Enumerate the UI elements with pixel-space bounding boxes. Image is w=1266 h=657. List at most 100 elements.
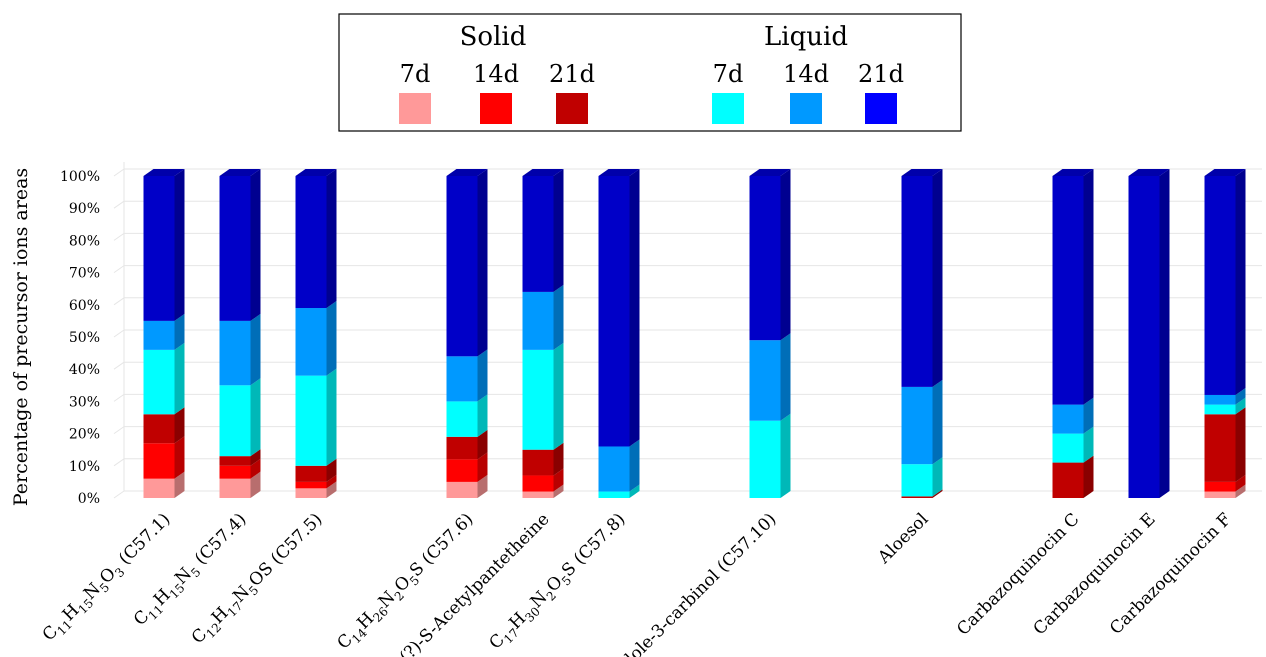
bar-segment xyxy=(446,176,478,357)
bar-segment-side xyxy=(1235,484,1246,498)
bar-segment-side xyxy=(1235,397,1246,415)
bar-segment-side xyxy=(1235,407,1246,482)
y-tick-label: 90% xyxy=(69,201,100,217)
bar-segment-side xyxy=(1235,169,1246,395)
legend-item-label: 21d xyxy=(549,60,595,88)
y-tick-label: 50% xyxy=(69,330,100,346)
bar-segment-side xyxy=(629,484,640,498)
bar-segment-side xyxy=(553,284,564,350)
bar-segment xyxy=(446,436,478,460)
legend-item-label: 14d xyxy=(473,60,519,88)
bar-segment xyxy=(522,291,554,350)
bar-segment xyxy=(522,176,554,292)
bar-stack xyxy=(1128,169,1170,498)
x-axis-labels: C11H15N5O3 (C57.1)C11H15N5 (C57.4)C12H17… xyxy=(39,509,1236,657)
bar-segment-side xyxy=(250,449,261,466)
bar-segment-side xyxy=(1083,426,1094,463)
bar-segment xyxy=(219,465,251,479)
bar-segment xyxy=(143,176,175,321)
bar-segment-side xyxy=(250,169,261,321)
legend: Solid 7d 14d 21d Liquid 7d 14d 21d xyxy=(338,13,962,132)
bar-segment xyxy=(901,464,933,497)
bar-segment xyxy=(295,375,327,466)
bars xyxy=(143,169,1246,498)
label-text: OS (C57.5) xyxy=(245,509,326,590)
legend-swatch xyxy=(480,93,512,124)
bar-top xyxy=(219,169,261,176)
y-tick-label: 70% xyxy=(69,266,100,282)
bar-top xyxy=(1052,169,1094,176)
bar-segment-side xyxy=(250,378,261,457)
bar-segment-side xyxy=(1083,169,1094,405)
bar-segment-side xyxy=(1235,387,1246,405)
y-tick-label: 60% xyxy=(69,298,100,314)
bar-top xyxy=(522,169,564,176)
gridline-depth xyxy=(113,297,125,306)
bar-segment-side xyxy=(477,474,488,498)
bar-segment-side xyxy=(780,333,791,421)
bar-segment xyxy=(1052,433,1084,463)
bar-segment-side xyxy=(1083,455,1094,498)
bar-top xyxy=(295,169,337,176)
bar-segment-side xyxy=(932,169,943,387)
bar-segment xyxy=(295,488,327,498)
bar-segment xyxy=(295,308,327,376)
label-text: Indole-3-carbinol (C57.10) xyxy=(605,509,780,657)
y-axis-title: Percentage of precursor ions areas xyxy=(10,168,32,506)
bar-segment-side xyxy=(477,169,488,357)
bar-segment xyxy=(143,349,175,415)
bar-segment xyxy=(522,349,554,450)
bar-top xyxy=(446,169,488,176)
gridline-depth xyxy=(113,393,125,402)
y-tick-label: 0% xyxy=(78,491,100,507)
legend-swatch xyxy=(556,93,588,124)
bar-segment xyxy=(446,356,478,402)
bar-segment xyxy=(901,176,933,387)
legend-swatch xyxy=(712,93,744,124)
label-text: S (C57.8) xyxy=(558,509,630,581)
bar-segment xyxy=(219,385,251,457)
bar-segment-side xyxy=(250,471,261,498)
bar-segment xyxy=(143,414,175,444)
bar-segment xyxy=(749,340,781,421)
bar-segment-side xyxy=(250,458,261,479)
bar-segment-side xyxy=(174,471,185,498)
x-category-label: C14H26N2O5S (C57.6) xyxy=(334,509,480,655)
bar-segment xyxy=(1128,176,1160,498)
bar-segment xyxy=(1052,176,1084,405)
bar-segment-side xyxy=(477,452,488,482)
bar-segment-side xyxy=(932,489,943,498)
x-category-label: Aloesol xyxy=(874,509,933,568)
gridline-depth xyxy=(113,168,125,177)
bar-top xyxy=(901,169,943,176)
bar-segment-side xyxy=(553,342,564,450)
legend-box xyxy=(338,13,962,132)
gridline-depth xyxy=(113,329,125,338)
bar-segment-side xyxy=(780,169,791,341)
bar-segment xyxy=(446,459,478,482)
x-category-label: Carbazoquinocin C xyxy=(953,509,1083,639)
y-axis: 0% 10% 20% 30% 40% 50% 60% 70% 80% 90% 100% Percent… xyxy=(10,168,100,507)
bar-segment-side xyxy=(1235,474,1246,492)
x-category-label: C12H17N5OS (C57.5) xyxy=(188,509,329,650)
bar-segment xyxy=(1052,404,1084,434)
bar-segment xyxy=(1052,462,1084,498)
bar-top xyxy=(143,169,185,176)
bar-segment-side xyxy=(477,349,488,402)
bar-segment xyxy=(143,478,175,498)
bar-segment xyxy=(295,465,327,482)
label-text: S (C57.6) xyxy=(406,509,478,581)
bar-stack xyxy=(446,169,488,498)
bar-segment-side xyxy=(780,413,791,498)
bar-segment-side xyxy=(326,458,337,482)
bar-segment-side xyxy=(553,442,564,476)
legend-swatch xyxy=(865,93,897,124)
bar-segment-side xyxy=(932,457,943,497)
legend-item-label: 7d xyxy=(713,60,744,88)
bar-top xyxy=(1204,169,1246,176)
bar-segment-side xyxy=(174,342,185,415)
bar-stack xyxy=(143,169,185,498)
bar-segment xyxy=(749,420,781,498)
bar-segment-side xyxy=(1159,169,1170,498)
